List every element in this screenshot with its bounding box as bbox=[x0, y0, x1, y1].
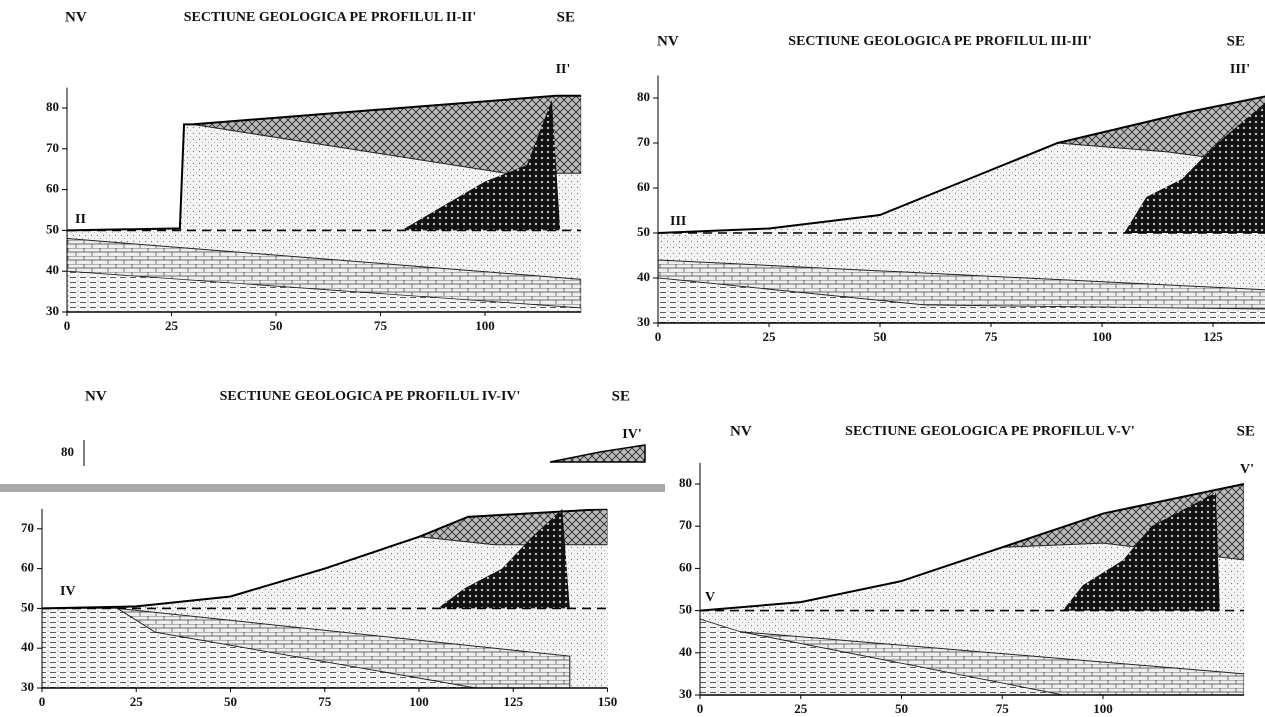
y-tick-label: 40 bbox=[679, 644, 692, 659]
y-tick-label: 50 bbox=[637, 224, 650, 239]
y-tick-label: 60 bbox=[21, 560, 34, 575]
y-tick-label: 80 bbox=[46, 99, 59, 114]
x-tick-label: 100 bbox=[1093, 701, 1113, 716]
right-direction: SE bbox=[612, 388, 630, 404]
x-tick-label: 25 bbox=[794, 701, 808, 716]
x-tick-label: 75 bbox=[318, 694, 332, 709]
y-tick-label: 70 bbox=[637, 134, 650, 149]
y-tick-label: 40 bbox=[21, 639, 34, 654]
y-tick-label: 60 bbox=[46, 181, 59, 196]
left-direction: NV bbox=[730, 423, 752, 439]
x-tick-label: 0 bbox=[655, 329, 662, 344]
x-tick-label: 100 bbox=[1092, 329, 1112, 344]
geology-sections: NV SECTIUNE GEOLOGICA PE PROFILUL II-II' S… bbox=[0, 0, 1265, 717]
x-tick-label: 125 bbox=[1203, 329, 1223, 344]
scan-divider bbox=[0, 484, 665, 492]
section: NV SECTIUNE GEOLOGICA PE PROFILUL II-II' S… bbox=[46, 9, 581, 333]
section: NV SECTIUNE GEOLOGICA PE PROFILUL V-V' SE 3… bbox=[679, 423, 1255, 716]
section-title: SECTIUNE GEOLOGICA PE PROFILUL V-V' bbox=[845, 424, 1135, 439]
geology bbox=[42, 509, 608, 688]
geology bbox=[67, 96, 581, 312]
x-tick-label: 75 bbox=[996, 701, 1010, 716]
geology bbox=[700, 484, 1244, 695]
start-point-label: IV bbox=[60, 584, 76, 599]
x-tick-label: 75 bbox=[985, 329, 999, 344]
x-tick-label: 50 bbox=[224, 694, 237, 709]
y-tick-label: 80 bbox=[679, 475, 692, 490]
x-tick-label: 75 bbox=[374, 318, 388, 333]
y-tick-label: 50 bbox=[679, 602, 692, 617]
left-direction: NV bbox=[65, 9, 87, 25]
y-tick-label: 80 bbox=[61, 444, 74, 459]
geology bbox=[658, 89, 1265, 323]
x-tick-label: 0 bbox=[697, 701, 704, 716]
x-tick-label: 50 bbox=[895, 701, 908, 716]
right-direction: SE bbox=[1227, 33, 1245, 49]
y-tick-label: 60 bbox=[637, 179, 650, 194]
section-title: SECTIUNE GEOLOGICA PE PROFILUL II-II' bbox=[184, 10, 477, 25]
left-direction: NV bbox=[657, 33, 679, 49]
y-tick-label: 70 bbox=[679, 517, 692, 532]
left-direction: NV bbox=[85, 388, 107, 404]
y-tick-label: 40 bbox=[637, 269, 650, 284]
x-tick-label: 150 bbox=[598, 694, 618, 709]
start-point-label: III bbox=[670, 214, 686, 229]
y-tick-label: 30 bbox=[679, 686, 692, 701]
start-point-label: V bbox=[705, 590, 715, 605]
x-tick-label: 0 bbox=[39, 694, 46, 709]
start-point-label: II bbox=[75, 212, 86, 227]
x-tick-label: 25 bbox=[130, 694, 144, 709]
end-point-label: II' bbox=[556, 62, 571, 77]
y-tick-label: 50 bbox=[21, 599, 34, 614]
x-tick-label: 100 bbox=[409, 694, 429, 709]
x-tick-label: 100 bbox=[475, 318, 495, 333]
x-tick-label: 25 bbox=[165, 318, 179, 333]
end-point-label: V' bbox=[1240, 462, 1254, 477]
y-tick-label: 70 bbox=[46, 140, 59, 155]
right-direction: SE bbox=[1237, 423, 1255, 439]
x-tick-label: 0 bbox=[64, 318, 71, 333]
y-tick-label: 30 bbox=[21, 679, 34, 694]
y-tick-label: 80 bbox=[637, 89, 650, 104]
page: {"sections": [ {"title": "SECTIUNE GEOLO… bbox=[0, 0, 1265, 717]
y-tick-label: 30 bbox=[46, 303, 59, 318]
y-tick-label: 50 bbox=[46, 221, 59, 236]
x-tick-label: 25 bbox=[763, 329, 777, 344]
end-point-label: IV' bbox=[622, 427, 641, 442]
section-title: SECTIUNE GEOLOGICA PE PROFILUL IV-IV' bbox=[220, 389, 521, 404]
y-tick-label: 40 bbox=[46, 262, 59, 277]
x-tick-label: 50 bbox=[874, 329, 887, 344]
section: NV SECTIUNE GEOLOGICA PE PROFILUL III-III… bbox=[637, 33, 1265, 344]
clay-layer bbox=[550, 445, 645, 462]
y-tick-label: 60 bbox=[679, 559, 692, 574]
right-direction: SE bbox=[557, 9, 575, 25]
x-tick-label: 50 bbox=[270, 318, 283, 333]
section-title: SECTIUNE GEOLOGICA PE PROFILUL III-III' bbox=[788, 34, 1091, 49]
end-point-label: III' bbox=[1230, 62, 1250, 77]
x-tick-label: 125 bbox=[504, 694, 524, 709]
section: NV SECTIUNE GEOLOGICA PE PROFILUL IV-IV' S… bbox=[21, 388, 645, 709]
y-tick-label: 70 bbox=[21, 520, 34, 535]
y-tick-label: 30 bbox=[637, 314, 650, 329]
